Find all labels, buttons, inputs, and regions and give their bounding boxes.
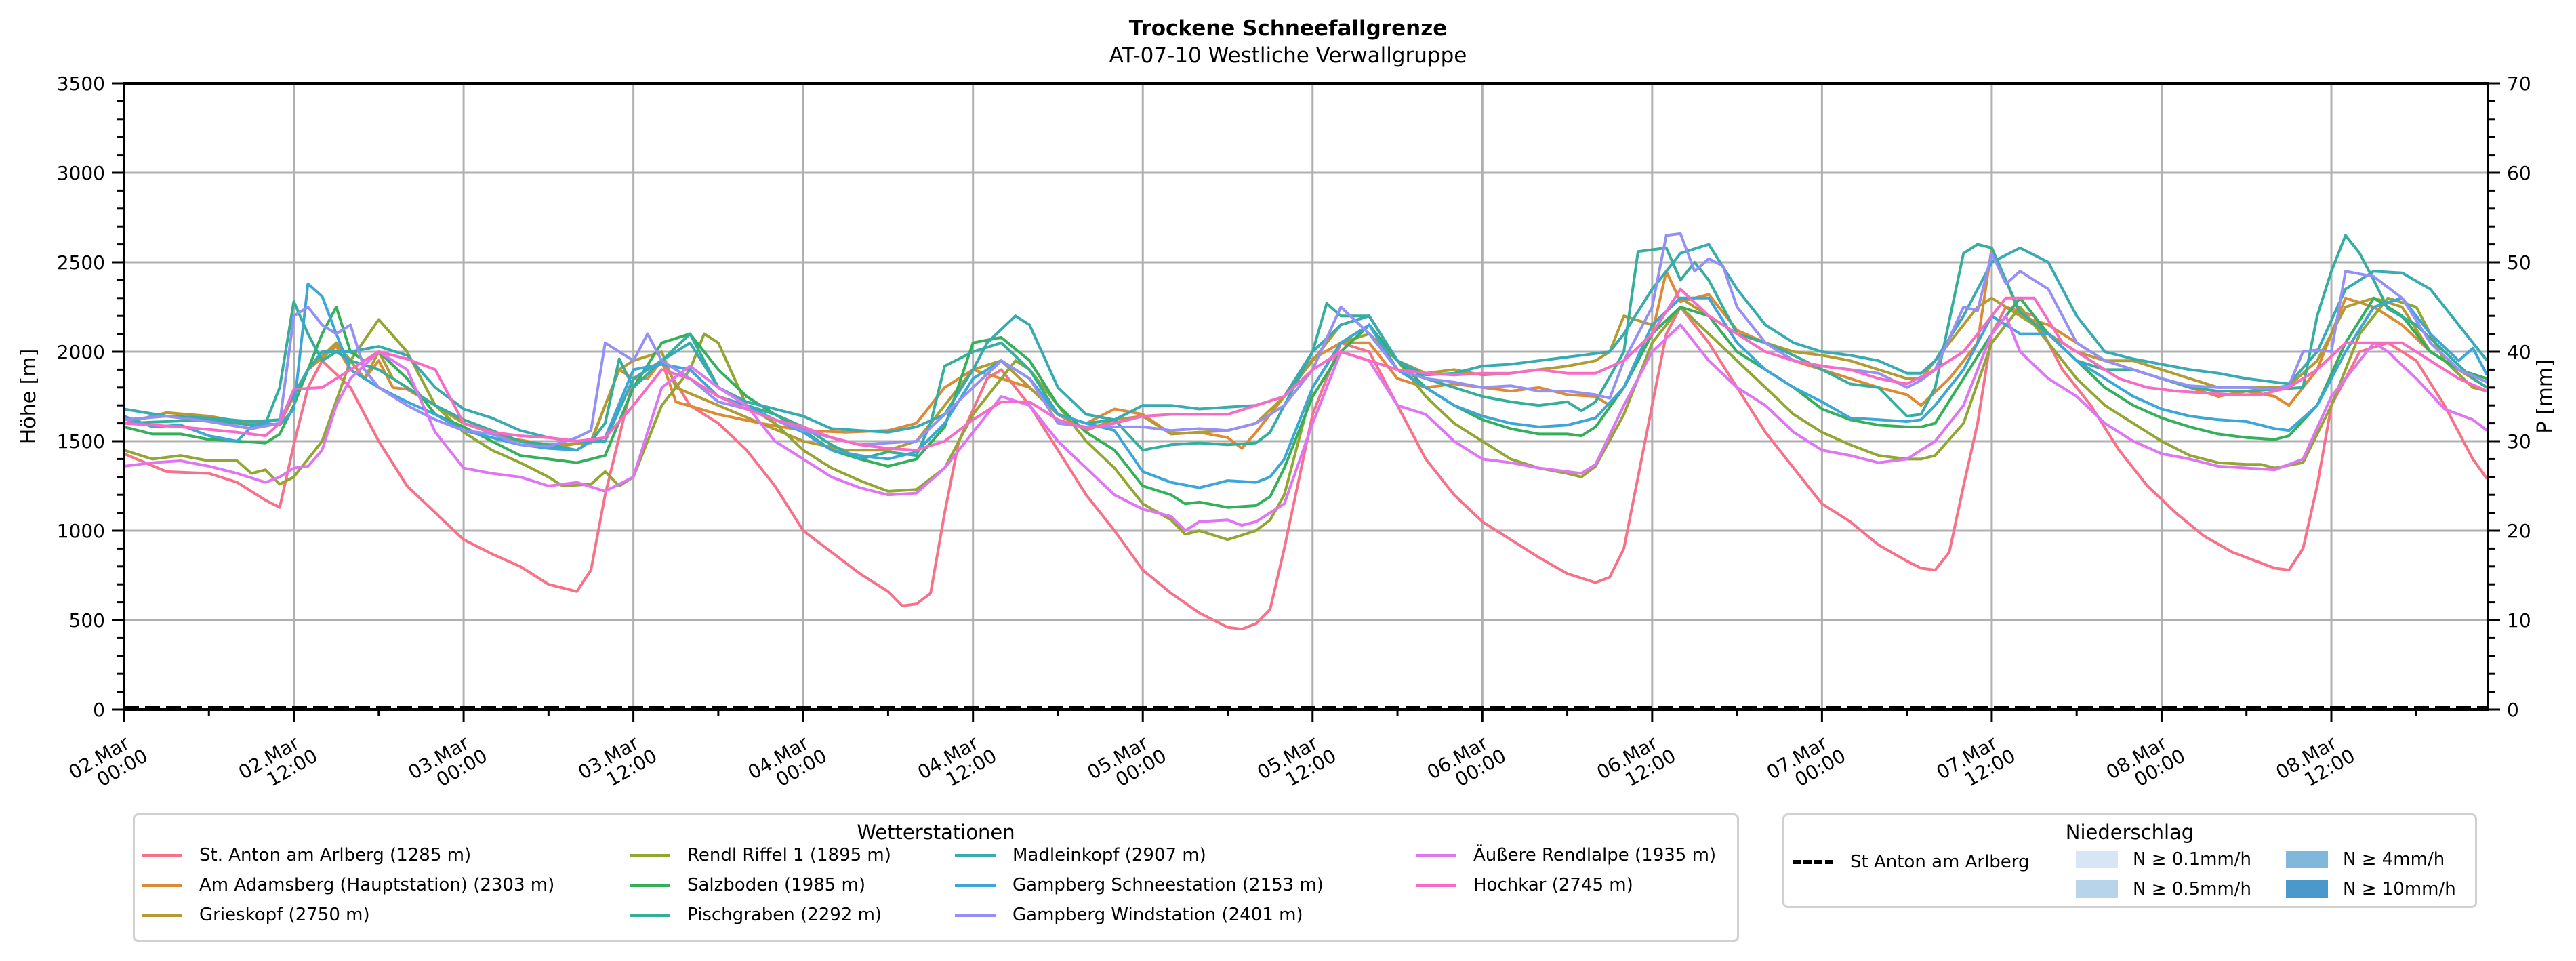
x-tick-label: 08.Mar12:00	[2272, 727, 2359, 801]
x-tick-label: 04.Mar12:00	[914, 727, 1000, 801]
legend-label: Am Adamsberg (Hauptstation) (2303 m)	[199, 875, 555, 895]
color-swatch	[2076, 851, 2118, 868]
line-swatch	[955, 853, 996, 857]
series-line	[123, 314, 2488, 532]
series-line	[123, 287, 2488, 452]
series-line	[123, 234, 2488, 461]
legend-item-station: Hochkar (2745 m)	[1416, 875, 1633, 895]
y-tick-label: 1000	[57, 520, 105, 542]
plot-frame	[123, 82, 2489, 711]
series-line	[123, 282, 2489, 489]
chart-subtitle: AT-07-10 Westliche Verwallgruppe	[1109, 43, 1467, 68]
y2-tick-label: 10	[2507, 609, 2531, 632]
legend-label: N ≥ 4mm/h	[2343, 849, 2445, 870]
legend-item-precip-class: N ≥ 10mm/h	[2286, 879, 2456, 899]
stations-legend-title: Wetterstationen	[857, 821, 1015, 844]
legend-item-station: Gampberg Schneestation (2153 m)	[955, 875, 1324, 895]
legend-label: Grieskopf (2750 m)	[199, 905, 370, 925]
legend-label: Madleinkopf (2907 m)	[1013, 845, 1206, 865]
legend-item-station: St. Anton am Arlberg (1285 m)	[142, 845, 471, 865]
legend-item-precip-class: N ≥ 4mm/h	[2286, 849, 2445, 870]
precipitation-legend-title: Niederschlag	[2065, 821, 2194, 844]
legend-item-precip-class: N ≥ 0.5mm/h	[2076, 879, 2251, 899]
x-tick-label: 07.Mar00:00	[1763, 727, 1849, 801]
legend-item-station: Gampberg Windstation (2401 m)	[955, 905, 1303, 925]
x-tick-label: 03.Mar12:00	[574, 727, 661, 801]
y-tick-label: 500	[69, 609, 105, 632]
legend-label: Salzboden (1985 m)	[687, 875, 866, 895]
legend-label: Äußere Rendlalpe (1935 m)	[1473, 845, 1717, 865]
legend-item-station: Grieskopf (2750 m)	[142, 905, 370, 925]
legend-label: N ≥ 0.5mm/h	[2133, 879, 2252, 899]
x-tick-label: 05.Mar00:00	[1084, 727, 1170, 801]
x-tick-label: 03.Mar00:00	[405, 727, 491, 801]
legend-item-station: Rendl Riffel 1 (1895 m)	[630, 845, 891, 865]
series-line	[123, 296, 2488, 509]
line-swatch	[142, 913, 182, 917]
chart-title: Trockene Schneefallgrenze	[1128, 16, 1448, 41]
legend-label: St Anton am Arlberg	[1850, 852, 2030, 872]
series-line	[123, 243, 2489, 443]
y-tick-label: 2000	[57, 341, 105, 363]
legend-item-station: Madleinkopf (2907 m)	[955, 845, 1206, 865]
x-tick-label: 06.Mar12:00	[1593, 727, 1680, 801]
dashed-line-swatch	[1793, 860, 1833, 864]
x-tick-label: 07.Mar12:00	[1933, 727, 2020, 801]
series-line	[123, 296, 2488, 541]
x-tick-label: 06.Mar00:00	[1423, 727, 1510, 801]
x-tick-label: 04.Mar00:00	[744, 727, 831, 801]
legend-item-station: Salzboden (1985 m)	[630, 875, 865, 895]
y2-tick-label: 0	[2507, 699, 2519, 721]
y-tick-label: 2500	[57, 251, 105, 274]
legend-label: Gampberg Windstation (2401 m)	[1013, 905, 1303, 925]
legend-item-precip-line: St Anton am Arlberg	[1793, 852, 2030, 872]
line-swatch	[1416, 853, 1456, 857]
legend-label: Gampberg Schneestation (2153 m)	[1013, 875, 1324, 895]
series-line	[123, 232, 2488, 448]
y2-tick-label: 60	[2507, 162, 2531, 184]
y-tick-label: 1500	[57, 430, 105, 453]
series-line	[123, 306, 2489, 631]
legend-label: Rendl Riffel 1 (1895 m)	[687, 845, 891, 865]
y-tick-label: 0	[93, 699, 105, 721]
y-tick-label: 3500	[57, 73, 105, 95]
y2-tick-label: 30	[2507, 430, 2531, 453]
legend-label: N ≥ 0.1mm/h	[2133, 849, 2252, 870]
y2-tick-label: 50	[2507, 251, 2531, 274]
x-tick-label: 02.Mar00:00	[65, 727, 152, 801]
line-swatch	[955, 913, 996, 917]
y-tick-label: 3000	[57, 162, 105, 184]
legend-label: N ≥ 10mm/h	[2343, 879, 2456, 899]
y2-axis-label: P [mm]	[2533, 359, 2557, 433]
line-swatch	[630, 883, 670, 887]
legend-label: Pischgraben (2292 m)	[687, 905, 882, 925]
y2-tick-label: 70	[2507, 73, 2531, 95]
x-tick-label: 02.Mar12:00	[234, 727, 321, 801]
x-tick-label: 08.Mar00:00	[2102, 727, 2189, 801]
legend-item-station: Pischgraben (2292 m)	[630, 905, 882, 925]
legend-label: Hochkar (2745 m)	[1473, 875, 1633, 895]
y-axis-label: Höhe [m]	[17, 349, 41, 445]
legend-label: St. Anton am Arlberg (1285 m)	[199, 845, 472, 865]
stations-legend: Wetterstationen St. Anton am Arlberg (12…	[133, 813, 1739, 942]
line-swatch	[630, 853, 670, 857]
color-swatch	[2286, 880, 2328, 898]
precipitation-legend: Niederschlag St Anton am Arlberg N ≥ 0.1…	[1782, 813, 2477, 908]
line-swatch	[630, 913, 670, 917]
color-swatch	[2286, 851, 2328, 868]
legend-item-precip-class: N ≥ 0.1mm/h	[2076, 849, 2251, 870]
color-swatch	[2076, 880, 2118, 898]
line-swatch	[1416, 883, 1456, 887]
legend-item-station: Äußere Rendlalpe (1935 m)	[1416, 845, 1716, 865]
y2-tick-label: 20	[2507, 520, 2531, 542]
line-swatch	[142, 853, 182, 857]
x-tick-label: 05.Mar12:00	[1253, 727, 1340, 801]
line-swatch	[142, 883, 182, 887]
line-swatch	[955, 883, 996, 887]
legend-item-station: Am Adamsberg (Hauptstation) (2303 m)	[142, 875, 554, 895]
y2-tick-label: 40	[2507, 341, 2531, 363]
